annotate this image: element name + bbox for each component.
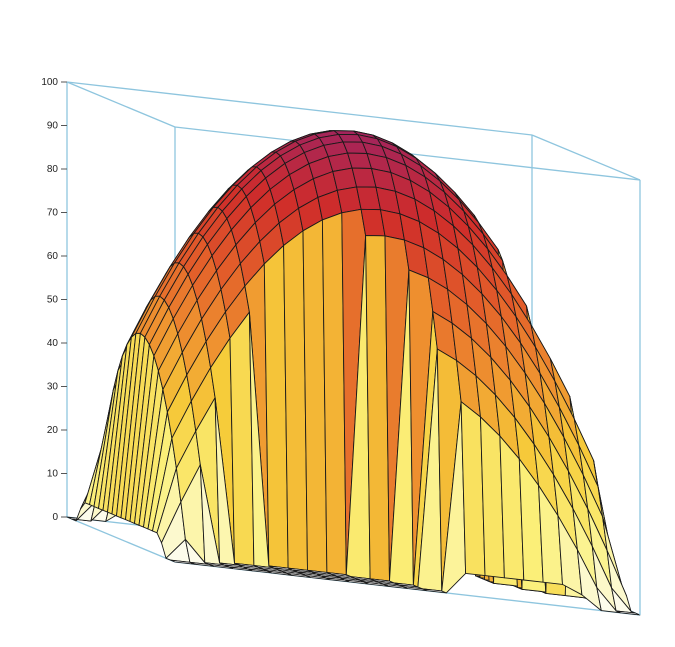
z-tick-label: 80 <box>47 164 59 175</box>
axis-box-edge <box>531 134 641 181</box>
z-tick-label: 10 <box>47 469 59 480</box>
surface-mesh <box>66 130 641 616</box>
z-tick-label: 70 <box>47 208 59 219</box>
z-tick-label: 40 <box>47 338 59 349</box>
z-tick-label: 0 <box>52 512 58 523</box>
z-tick-label: 20 <box>47 425 59 436</box>
z-tick-label: 50 <box>47 295 59 306</box>
z-tick-label: 30 <box>47 382 59 393</box>
surface-patch <box>615 610 641 616</box>
axis-box-edge <box>66 81 176 128</box>
z-tick-label: 100 <box>41 77 58 88</box>
z-tick-label: 90 <box>47 121 59 132</box>
axis-box-edge <box>66 81 533 136</box>
z-axis-ticks: 0 10 20 30 40 50 60 70 80 90 100 <box>41 77 67 523</box>
axis-box-edge <box>66 516 176 563</box>
z-tick-label: 60 <box>47 251 59 262</box>
